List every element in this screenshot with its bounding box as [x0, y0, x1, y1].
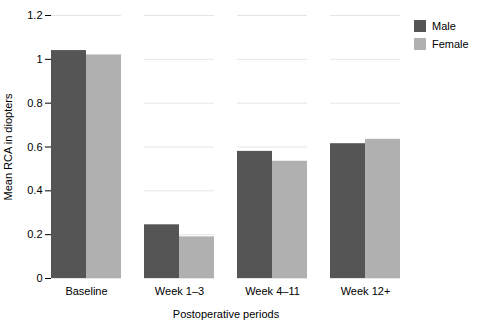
- svg-text:1.2: 1.2: [27, 9, 42, 21]
- svg-text:0: 0: [36, 272, 42, 284]
- svg-text:0.4: 0.4: [27, 184, 42, 196]
- svg-text:0.6: 0.6: [27, 141, 42, 153]
- svg-text:Week 1–3: Week 1–3: [155, 285, 204, 297]
- svg-text:Postoperative periods: Postoperative periods: [173, 308, 280, 320]
- svg-text:0.2: 0.2: [27, 228, 42, 240]
- html-text:Female: Female: [432, 38, 469, 50]
- svg-text:Week 4–11: Week 4–11: [245, 285, 300, 297]
- html-text:Male: Male: [432, 20, 456, 32]
- svg-text:Baseline: Baseline: [65, 285, 107, 297]
- svg-text:0.8: 0.8: [27, 97, 42, 109]
- svg-text:1: 1: [36, 53, 42, 65]
- svg-text:Week 12+: Week 12+: [341, 285, 391, 297]
- svg-text:Mean RCA in diopters: Mean RCA in diopters: [2, 93, 14, 200]
